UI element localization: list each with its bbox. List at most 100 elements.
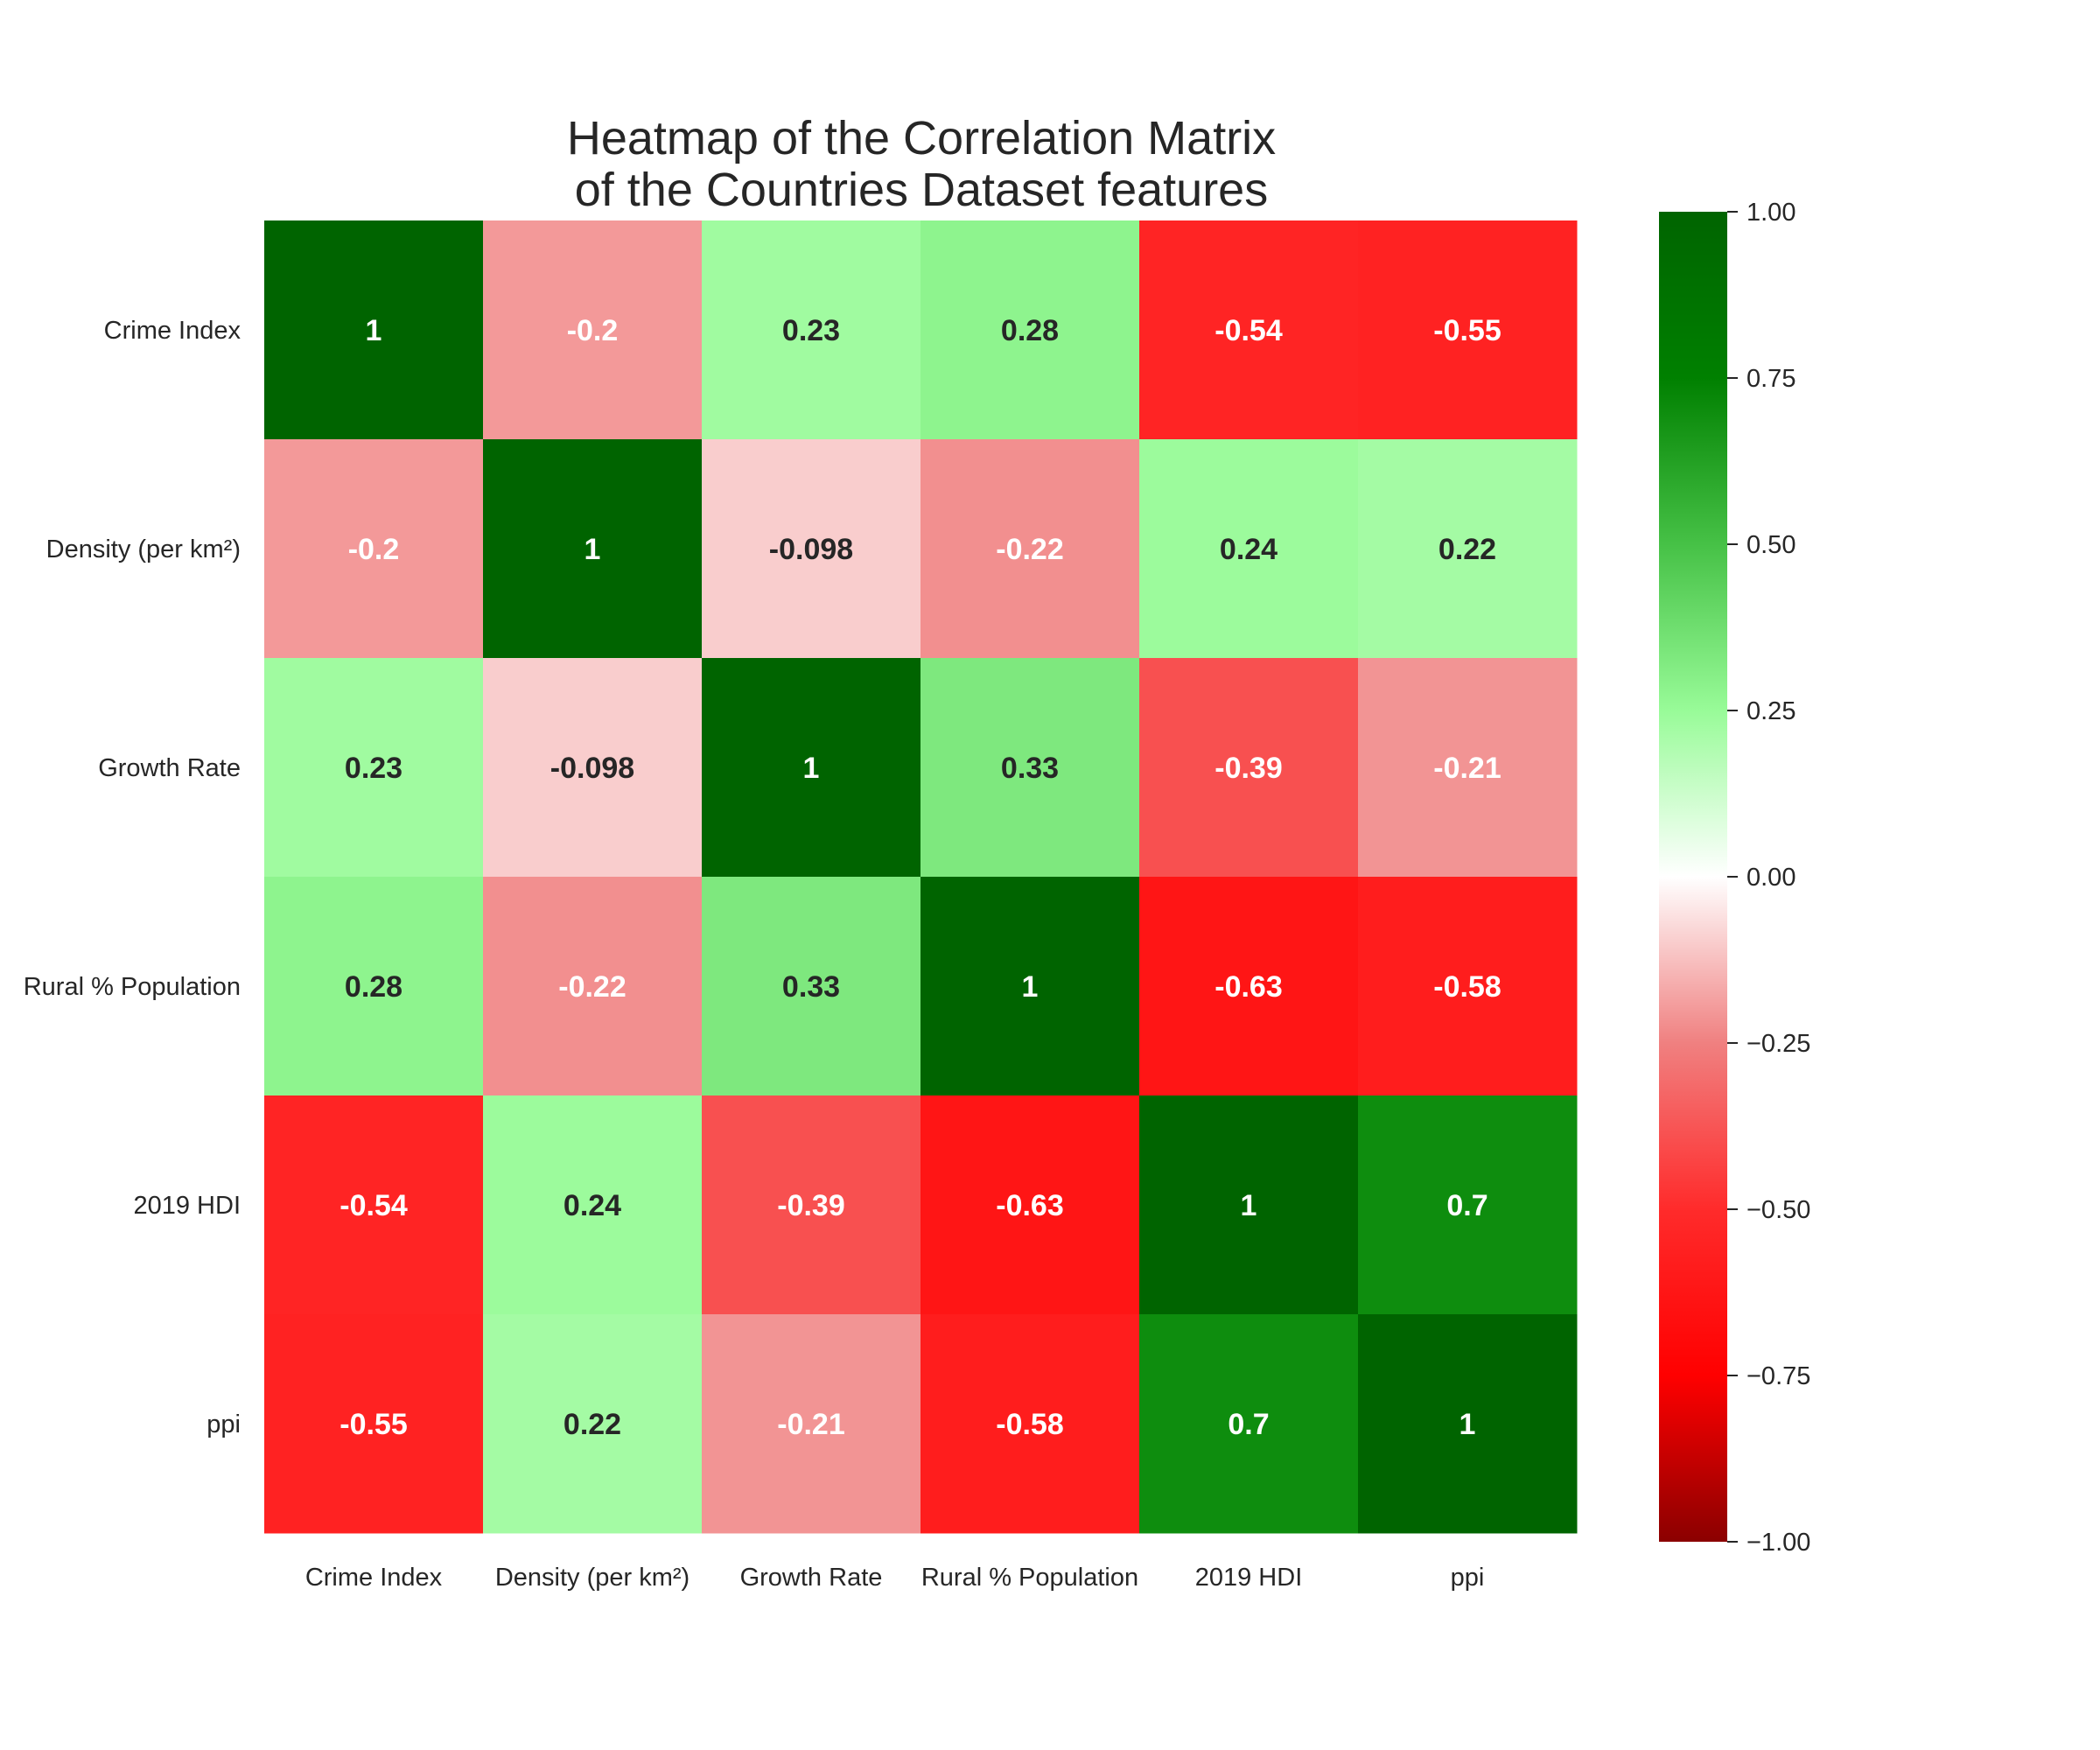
y-tick-label: 2019 HDI	[133, 1192, 241, 1220]
colorbar-ticks: 1.00 0.75 0.50 0.25 0.00 −0.25 −0.50 −0.75 −1.00	[1727, 199, 1810, 1557]
y-tick-label: Growth Rate	[98, 754, 241, 782]
heatmap-cell-value: 1	[584, 533, 601, 566]
heatmap-cell	[264, 1314, 484, 1534]
heatmap-cell-value: -0.63	[996, 1189, 1064, 1222]
heatmap-cell-value: -0.55	[1433, 314, 1502, 347]
heatmap-cell-value: -0.54	[1214, 314, 1283, 347]
heatmap-cell	[1358, 877, 1578, 1096]
y-tick-label: ppi	[206, 1410, 241, 1438]
colorbar-tick-label: −0.50	[1746, 1196, 1810, 1224]
heatmap-cells	[264, 220, 1578, 1534]
heatmap-cell-value: -0.21	[777, 1408, 845, 1441]
heatmap-cell	[483, 1096, 703, 1315]
colorbar-tick-label: −0.25	[1746, 1030, 1810, 1058]
heatmap-cell	[1358, 1314, 1578, 1534]
heatmap-cell	[920, 220, 1140, 440]
heatmap-cell-value: 0.22	[564, 1408, 621, 1441]
heatmap-cell	[920, 877, 1140, 1096]
heatmap-cell-value: 0.33	[782, 970, 840, 1004]
heatmap-cell	[702, 1096, 921, 1315]
heatmap-cell	[702, 658, 921, 878]
heatmap-cell	[483, 220, 703, 440]
heatmap-cell	[1139, 1096, 1359, 1315]
heatmap-cell-value: -0.098	[769, 533, 853, 566]
y-tick-label: Rural % Population	[24, 973, 241, 1001]
heatmap-cell-value: -0.58	[1433, 970, 1502, 1004]
heatmap-cell-value: 0.7	[1228, 1408, 1269, 1441]
heatmap-cell	[1358, 658, 1578, 878]
heatmap-cell	[264, 439, 484, 659]
heatmap-cell-value: -0.22	[558, 970, 626, 1004]
heatmap-cell	[1139, 658, 1359, 878]
heatmap-cell	[1139, 220, 1359, 440]
heatmap-cell	[483, 658, 703, 878]
heatmap-cell-value: 0.7	[1446, 1189, 1488, 1222]
heatmap-cell	[1139, 1314, 1359, 1534]
heatmap-cell-value: 1	[366, 314, 382, 347]
heatmap-cell	[1139, 439, 1359, 659]
x-tick-label: Density (per km²)	[495, 1564, 690, 1592]
heatmap-cell	[702, 877, 921, 1096]
heatmap-cell	[920, 658, 1140, 878]
colorbar-tick-label: 0.50	[1746, 531, 1796, 559]
heatmap-cell-labels: 1 -0.2 0.23 0.28 -0.54 -0.55-0.2 1 -0.098 -0.22 0…	[340, 314, 1502, 1441]
heatmap-cell	[702, 439, 921, 659]
heatmap-cell	[920, 439, 1140, 659]
colorbar-gradient	[1659, 212, 1727, 1542]
chart-title-line-2: of the Countries Dataset features	[575, 164, 1268, 216]
heatmap-cell	[702, 220, 921, 440]
heatmap-cell-value: -0.2	[567, 314, 619, 347]
heatmap-cell-value: -0.2	[348, 533, 400, 566]
heatmap-cell	[1139, 877, 1359, 1096]
y-tick-label: Density (per km²)	[46, 536, 241, 564]
chart-title: Heatmap of the Correlation Matrix of the…	[567, 112, 1276, 216]
heatmap-cell	[264, 877, 484, 1096]
heatmap-cell	[483, 439, 703, 659]
heatmap-cell-value: -0.63	[1214, 970, 1283, 1004]
x-tick-label: Crime Index	[305, 1564, 443, 1592]
colorbar-tick-label: 0.75	[1746, 365, 1796, 393]
x-tick-label: ppi	[1451, 1564, 1485, 1592]
heatmap-cell	[1358, 220, 1578, 440]
heatmap-cell-value: 1	[1460, 1408, 1476, 1441]
heatmap-cell-value: 0.33	[1001, 752, 1059, 785]
heatmap-cell-value: 0.22	[1438, 533, 1496, 566]
x-tick-label: Growth Rate	[740, 1564, 883, 1592]
heatmap-cell	[920, 1096, 1140, 1315]
heatmap-cell-value: -0.21	[1433, 752, 1502, 785]
heatmap-cell-value: -0.55	[340, 1408, 408, 1441]
heatmap-cell-value: 1	[803, 752, 820, 785]
heatmap-cell-value: 0.28	[345, 970, 402, 1004]
heatmap-cell	[264, 220, 484, 440]
x-tick-label: Rural % Population	[921, 1564, 1138, 1592]
colorbar-tick-label: 0.25	[1746, 697, 1796, 725]
chart-title-line-1: Heatmap of the Correlation Matrix	[567, 112, 1276, 164]
heatmap-cell-value: 1	[1241, 1189, 1257, 1222]
heatmap-cell-value: 0.23	[345, 752, 402, 785]
x-tick-label: 2019 HDI	[1195, 1564, 1303, 1592]
heatmap-cell-value: 0.24	[564, 1189, 621, 1222]
x-axis-tick-labels: Crime Index Density (per km²) Growth Rate R…	[305, 1564, 1485, 1592]
heatmap-cell	[1358, 439, 1578, 659]
heatmap-cell	[920, 1314, 1140, 1534]
heatmap-cell	[483, 877, 703, 1096]
heatmap-cell	[264, 658, 484, 878]
colorbar: 1.00 0.75 0.50 0.25 0.00 −0.25 −0.50 −0.75 −1.00	[1659, 199, 1810, 1557]
colorbar-tick-label: −1.00	[1746, 1529, 1810, 1557]
heatmap-cell-value: -0.54	[340, 1189, 408, 1222]
heatmap-cell-value: 0.23	[782, 314, 840, 347]
heatmap-cell-value: -0.098	[550, 752, 634, 785]
colorbar-tick-label: 1.00	[1746, 199, 1796, 227]
heatmap-cell-value: -0.39	[777, 1189, 845, 1222]
heatmap-cell-value: -0.58	[996, 1408, 1064, 1441]
heatmap-cell-value: 0.28	[1001, 314, 1059, 347]
heatmap-cell	[1358, 1096, 1578, 1315]
heatmap-cell	[264, 1096, 484, 1315]
heatmap-cell	[702, 1314, 921, 1534]
heatmap-cell-value: 0.24	[1220, 533, 1278, 566]
y-axis-tick-labels: Crime Index Density (per km²) Growth Rate R…	[24, 317, 242, 1438]
y-tick-label: Crime Index	[104, 317, 242, 345]
heatmap-cell-value: 1	[1022, 970, 1039, 1004]
heatmap-cell-value: -0.39	[1214, 752, 1283, 785]
colorbar-tick-label: −0.75	[1746, 1362, 1810, 1390]
